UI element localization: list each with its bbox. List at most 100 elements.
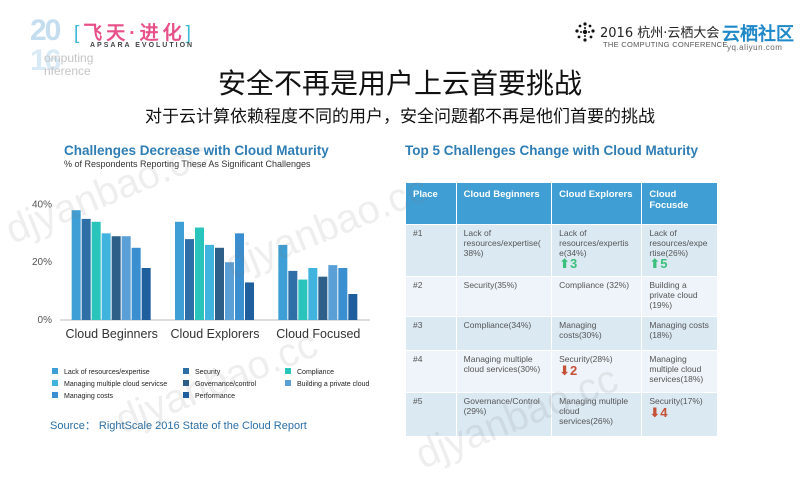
row-place: #4 bbox=[406, 351, 457, 393]
bar-2-6 bbox=[338, 268, 348, 320]
legend-label: Performance bbox=[195, 393, 235, 400]
legend-label: Building a private cloud bbox=[297, 381, 369, 388]
logo-year-top: 20 bbox=[30, 14, 61, 47]
row-place: #5 bbox=[406, 393, 457, 437]
cell-text: Lack of resources/expertis e(34%) bbox=[559, 228, 629, 258]
bar-1-0 bbox=[175, 221, 184, 320]
bar-0-0 bbox=[71, 210, 81, 320]
bar-2-7 bbox=[348, 294, 358, 320]
legend-swatch bbox=[285, 380, 291, 386]
legend-label: Managing costs bbox=[64, 393, 114, 400]
legend-swatch bbox=[183, 380, 189, 386]
slide-title: 安全不再是用户上云首要挑战 bbox=[217, 67, 582, 100]
conference-subtitle: THE COMPUTING CONFERENCE bbox=[603, 40, 728, 49]
row-beginners: Lack of resources/expertise( 38%) bbox=[456, 225, 553, 277]
legend-label: Compliance bbox=[297, 369, 334, 376]
legend-swatch bbox=[52, 368, 58, 374]
bar-0-4 bbox=[111, 236, 121, 320]
event-year-logo: 20 16 bbox=[30, 16, 78, 80]
row-focused: Security(17%) ⬇4 bbox=[642, 393, 718, 437]
category-label: Cloud Beginners bbox=[65, 327, 157, 341]
row-beginners: Security(35%) bbox=[456, 277, 553, 317]
legend-swatch bbox=[183, 368, 189, 374]
chart-source: Source： RightScale 2016 State of the Clo… bbox=[50, 420, 307, 432]
bar-2-0 bbox=[278, 244, 288, 320]
rank-down-indicator: ⬇2 bbox=[559, 363, 578, 378]
logo-zh-text: 飞天·进化 bbox=[83, 23, 186, 44]
bar-1-7 bbox=[245, 282, 254, 320]
bar-1-2 bbox=[195, 227, 204, 320]
table-row: #4 Managing multiple cloud services(30%)… bbox=[406, 351, 718, 393]
cell-text: Security(17%) bbox=[649, 396, 703, 406]
challenges-table: Place Cloud Beginners Cloud Explorers Cl… bbox=[406, 183, 718, 437]
chart-title: Challenges Decrease with Cloud Maturity bbox=[64, 143, 329, 158]
y-tick-label: 0% bbox=[38, 315, 53, 326]
bar-2-4 bbox=[318, 276, 328, 320]
category-label: Cloud Explorers bbox=[171, 327, 260, 341]
logo-right-bracket: ] bbox=[185, 23, 195, 44]
bar-1-4 bbox=[215, 247, 224, 320]
legend-swatch bbox=[285, 368, 291, 374]
community-brand: 云栖社区 bbox=[722, 24, 794, 45]
bar-0-7 bbox=[141, 268, 151, 320]
rank-down-indicator: ⬇4 bbox=[649, 405, 668, 420]
legend-swatch bbox=[183, 392, 189, 398]
legend-swatch bbox=[52, 380, 58, 386]
table-row: #2 Security(35%) Compliance (32%) Buildi… bbox=[406, 277, 718, 317]
row-explorers: Lack of resources/expertis e(34%) ⬆3 bbox=[552, 225, 643, 277]
row-place: #3 bbox=[406, 317, 457, 351]
bar-0-5 bbox=[121, 236, 131, 320]
bar-2-1 bbox=[288, 270, 298, 320]
bar-2-3 bbox=[308, 268, 318, 320]
row-focused: Building a private cloud (19%) bbox=[642, 277, 718, 317]
computing-conference-faded: omputing nference bbox=[44, 52, 93, 78]
table-title: Top 5 Challenges Change with Cloud Matur… bbox=[405, 143, 699, 158]
bar-1-3 bbox=[205, 244, 214, 320]
bar-0-2 bbox=[91, 221, 101, 320]
bar-1-1 bbox=[185, 239, 194, 320]
logo-year-bottom: 16 bbox=[30, 44, 61, 77]
logo-left-bracket: [ bbox=[74, 23, 84, 44]
slide-subtitle: 对于云计算依赖程度不同的用户，安全问题都不再是他们首要的挑战 bbox=[145, 107, 655, 127]
legend-label: Managing multiple cloud servicse bbox=[64, 381, 167, 388]
legend-swatch bbox=[52, 392, 58, 398]
row-explorers: Security(28%) ⬇2 bbox=[552, 351, 643, 393]
y-tick-label: 40% bbox=[32, 199, 52, 210]
row-focused: Managing costs (18%) bbox=[642, 317, 718, 351]
logo-computing-line2: nference bbox=[44, 64, 91, 78]
cell-text: Lack of resources/expe rtise(26%) bbox=[649, 228, 708, 258]
row-beginners: Governance/Control (29%) bbox=[456, 393, 553, 437]
y-tick-label: 20% bbox=[32, 257, 52, 268]
apsara-logo-en: APSARA EVOLUTION bbox=[90, 42, 195, 49]
bar-1-6 bbox=[235, 233, 244, 320]
row-beginners: Compliance(34%) bbox=[456, 317, 553, 351]
rank-up-indicator: ⬆5 bbox=[649, 256, 668, 271]
chart-subtitle: % of Respondents Reporting These As Sign… bbox=[64, 159, 311, 169]
bar-2-5 bbox=[328, 265, 338, 320]
row-focused: Lack of resources/expe rtise(26%) ⬆5 bbox=[642, 225, 718, 277]
row-explorers: Managing multiple cloud services(26%) bbox=[552, 393, 643, 437]
row-explorers: Compliance (32%) bbox=[552, 277, 643, 317]
challenges-bar-chart: 0% 20% 40% Cloud Beginners Cloud Explorers Cl… bbox=[32, 199, 370, 400]
header-place: Place bbox=[406, 183, 457, 225]
table-row: #3 Compliance(34%) Managing costs(30%) M… bbox=[406, 317, 718, 351]
conference-dots-icon bbox=[575, 22, 595, 42]
legend-label: Governance/control bbox=[195, 381, 257, 388]
row-beginners: Managing multiple cloud services(30%) bbox=[456, 351, 553, 393]
bar-0-1 bbox=[81, 218, 91, 320]
legend-label: Security bbox=[195, 369, 221, 376]
row-focused: Managing multiple cloud services(18%) bbox=[642, 351, 718, 393]
header-explorers: Cloud Explorers bbox=[552, 183, 643, 225]
rank-up-indicator: ⬆3 bbox=[559, 256, 578, 271]
bar-0-3 bbox=[101, 233, 111, 320]
table-row: #5 Governance/Control (29%) Managing mul… bbox=[406, 393, 718, 437]
table-header-row: Place Cloud Beginners Cloud Explorers Cl… bbox=[406, 183, 718, 225]
row-explorers: Managing costs(30%) bbox=[552, 317, 643, 351]
logo-computing-line1: omputing bbox=[44, 51, 94, 65]
category-label: Cloud Focused bbox=[276, 327, 360, 341]
row-place: #1 bbox=[406, 225, 457, 277]
cell-text: Security(28%) bbox=[559, 354, 613, 364]
legend-label: Lack of resources/expertise bbox=[64, 369, 150, 376]
bar-2-2 bbox=[298, 279, 308, 320]
community-url: yq.aliyun.com bbox=[727, 43, 783, 52]
